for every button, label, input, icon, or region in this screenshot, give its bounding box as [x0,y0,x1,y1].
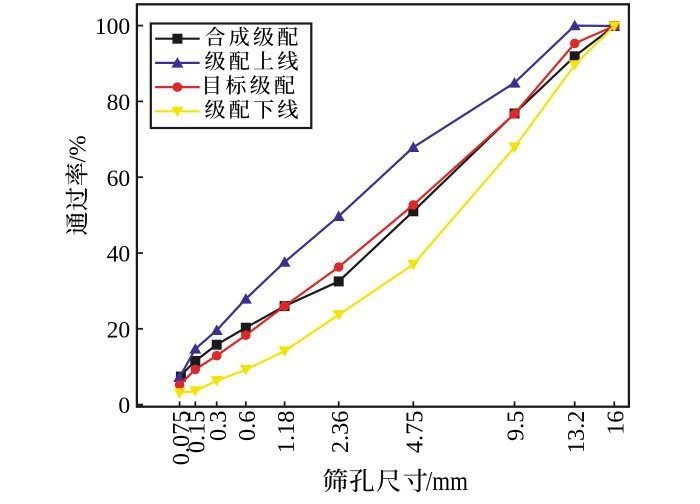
svg-text:100: 100 [95,14,130,40]
svg-text:40: 40 [107,242,131,268]
svg-text:60: 60 [107,166,131,192]
svg-text:13.2: 13.2 [563,411,590,454]
svg-text:0: 0 [118,393,130,419]
svg-text:80: 80 [107,90,131,116]
svg-text:1.18: 1.18 [273,411,300,454]
svg-text:0.3: 0.3 [205,411,232,441]
svg-text:0.15: 0.15 [184,411,211,454]
svg-text:20: 20 [107,317,131,343]
svg-text:9.5: 9.5 [503,411,530,441]
svg-text:/mm: /mm [426,466,468,496]
svg-text:2.36: 2.36 [327,411,354,454]
svg-text:0.075: 0.075 [168,411,195,466]
svg-text:16: 16 [603,411,630,435]
svg-text:/%: /% [65,135,92,162]
svg-text:0.6: 0.6 [234,411,261,441]
svg-text:4.75: 4.75 [402,411,429,454]
